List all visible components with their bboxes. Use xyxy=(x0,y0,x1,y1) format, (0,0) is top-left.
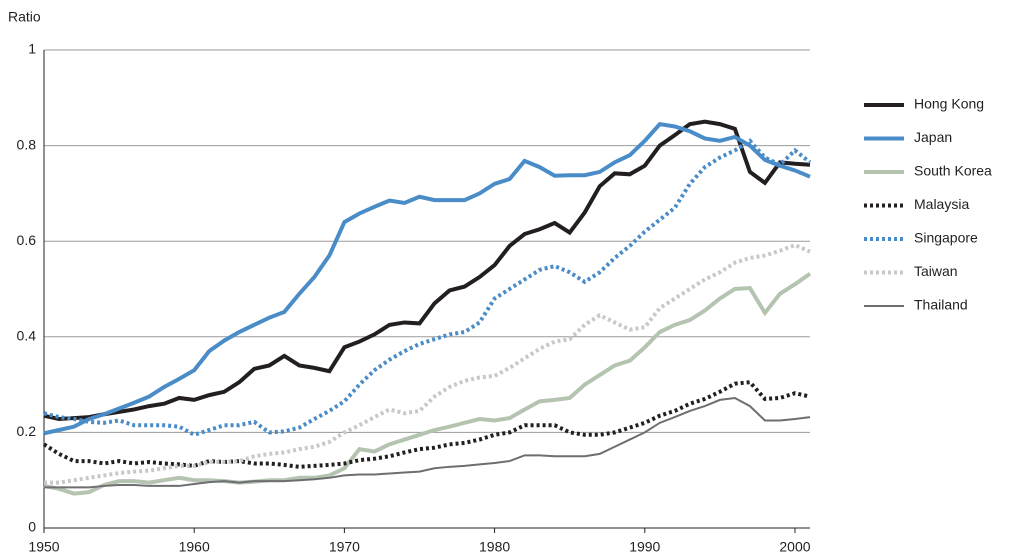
y-tick-label: 0.4 xyxy=(17,328,37,344)
series-line xyxy=(42,380,811,469)
series-line xyxy=(44,242,811,485)
x-tick-label: 1990 xyxy=(629,539,660,555)
legend-label: Thailand xyxy=(914,297,968,313)
x-tick-label: 1950 xyxy=(28,539,59,555)
legend-label: Singapore xyxy=(914,230,978,246)
x-tick-label: 1980 xyxy=(479,539,510,555)
y-tick-label: 0.8 xyxy=(17,136,37,152)
series-line xyxy=(43,272,812,496)
legend-label: Taiwan xyxy=(914,263,958,279)
y-axis-label: Ratio xyxy=(8,9,41,25)
legend-label: Malaysia xyxy=(914,196,969,212)
series-line xyxy=(43,119,811,422)
y-tick-label: 0 xyxy=(28,519,36,535)
y-tick-label: 0.2 xyxy=(17,423,37,439)
legend-label: Japan xyxy=(914,129,952,145)
legend-label: South Korea xyxy=(914,163,992,179)
x-tick-label: 1960 xyxy=(179,539,210,555)
series-line xyxy=(44,396,811,489)
x-tick-label: 2000 xyxy=(779,539,810,555)
series-line xyxy=(43,121,811,436)
legend-label: Hong Kong xyxy=(914,96,984,112)
y-tick-label: 1 xyxy=(28,41,36,57)
y-tick-label: 0.6 xyxy=(17,232,37,248)
x-tick-label: 1970 xyxy=(329,539,360,555)
series-line xyxy=(43,138,812,437)
